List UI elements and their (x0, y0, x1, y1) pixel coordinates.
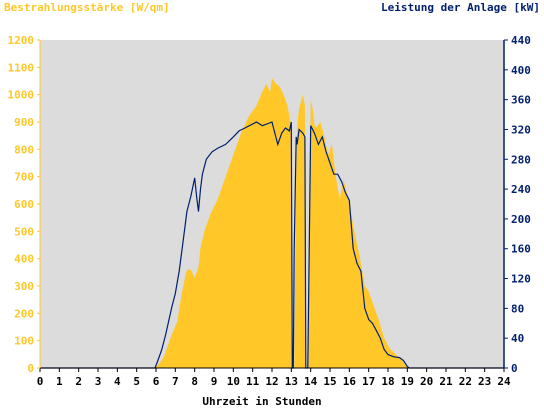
left-tick-label: 1200 (8, 34, 35, 47)
left-tick-label: 900 (14, 116, 34, 129)
left-tick-label: 1100 (8, 61, 35, 74)
right-tick-label: 160 (511, 243, 531, 256)
left-tick-label: 100 (14, 335, 34, 348)
x-tick-label: 12 (265, 375, 278, 388)
left-tick-label: 500 (14, 225, 34, 238)
right-tick-label: 40 (511, 332, 524, 345)
x-tick-label: 22 (459, 375, 472, 388)
x-tick-label: 21 (439, 375, 453, 388)
x-tick-label: 14 (304, 375, 318, 388)
x-tick-label: 19 (401, 375, 414, 388)
right-tick-label: 240 (511, 183, 531, 196)
left-tick-label: 0 (27, 362, 34, 375)
x-tick-label: 24 (497, 375, 511, 388)
left-tick-label: 600 (14, 198, 34, 211)
x-tick-label: 16 (343, 375, 357, 388)
axes-group: 0 1 2 3 4 5 6 7 8 9 10 11 12 13 14 15 16 17 18 19 20 21 22 23 24… (8, 34, 531, 388)
x-tick-label: 3 (95, 375, 102, 388)
irradiance-area-group (40, 78, 504, 369)
right-tick-label: 0 (511, 362, 518, 375)
irradiance-area (40, 78, 504, 369)
x-tick-label: 17 (362, 375, 375, 388)
x-tick-label: 1 (56, 375, 63, 388)
left-tick-label: 200 (14, 307, 34, 320)
right-tick-label: 440 (511, 34, 531, 47)
left-tick-label: 1000 (8, 89, 35, 102)
x-tick-label: 7 (172, 375, 179, 388)
right-tick-label: 360 (511, 94, 531, 107)
x-tick-label: 10 (227, 375, 240, 388)
x-tick-label: 0 (37, 375, 44, 388)
left-tick-label: 400 (14, 253, 34, 266)
left-axis-title: Bestrahlungsstärke [W/qm] (4, 1, 170, 14)
x-tick-label: 18 (381, 375, 394, 388)
left-tick-label: 700 (14, 171, 34, 184)
x-tick-label: 15 (323, 375, 336, 388)
x-axis-title: Uhrzeit in Stunden (202, 395, 321, 408)
x-tick-label: 6 (153, 375, 160, 388)
left-tick-label: 300 (14, 280, 34, 293)
x-tick-label: 20 (420, 375, 433, 388)
x-tick-label: 4 (114, 375, 121, 388)
right-axis-title: Leistung der Anlage [kW] (381, 1, 540, 14)
right-tick-label: 280 (511, 153, 531, 166)
x-tick-label: 8 (191, 375, 198, 388)
right-tick-label: 120 (511, 273, 531, 286)
x-tick-label: 11 (246, 375, 260, 388)
right-tick-label: 400 (511, 64, 531, 77)
x-tick-label: 23 (478, 375, 491, 388)
right-tick-label: 320 (511, 123, 531, 136)
right-tick-label: 200 (511, 213, 531, 226)
left-tick-label: 800 (14, 143, 34, 156)
x-tick-label: 9 (211, 375, 218, 388)
right-tick-label: 80 (511, 302, 524, 315)
x-tick-label: 5 (133, 375, 140, 388)
x-tick-label: 13 (285, 375, 298, 388)
x-tick-label: 2 (75, 375, 82, 388)
